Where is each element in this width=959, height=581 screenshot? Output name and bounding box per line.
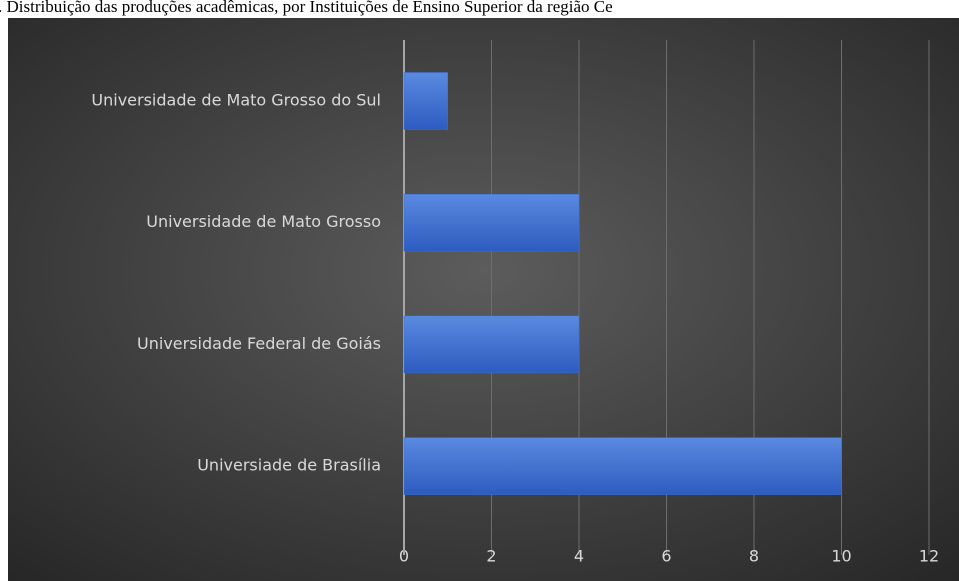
y-tick-label: Universidade de Mato Grosso (146, 212, 381, 231)
y-tick-label: Universidade de Mato Grosso do Sul (91, 91, 381, 110)
bar (403, 72, 448, 130)
bar (403, 193, 580, 252)
chart-title: . Distribuição das produções acadêmicas,… (0, 0, 613, 16)
x-tick-label: 8 (749, 547, 759, 566)
bar (403, 315, 580, 374)
x-tick-label: 0 (399, 547, 409, 566)
y-tick-label: Universiade de Brasília (197, 456, 381, 475)
x-tick-label: 2 (486, 547, 496, 566)
x-tick-label: 4 (574, 547, 584, 566)
x-tick-label: 12 (919, 547, 939, 566)
x-tick-label: 6 (661, 547, 671, 566)
x-tick-label: 10 (831, 547, 851, 566)
y-tick-label: Universidade Federal de Goiás (137, 334, 381, 353)
bar (403, 437, 842, 495)
